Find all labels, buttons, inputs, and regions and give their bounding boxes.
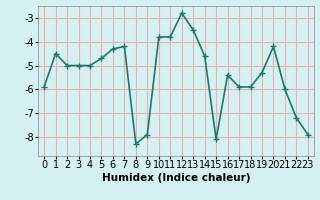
X-axis label: Humidex (Indice chaleur): Humidex (Indice chaleur) <box>102 173 250 183</box>
